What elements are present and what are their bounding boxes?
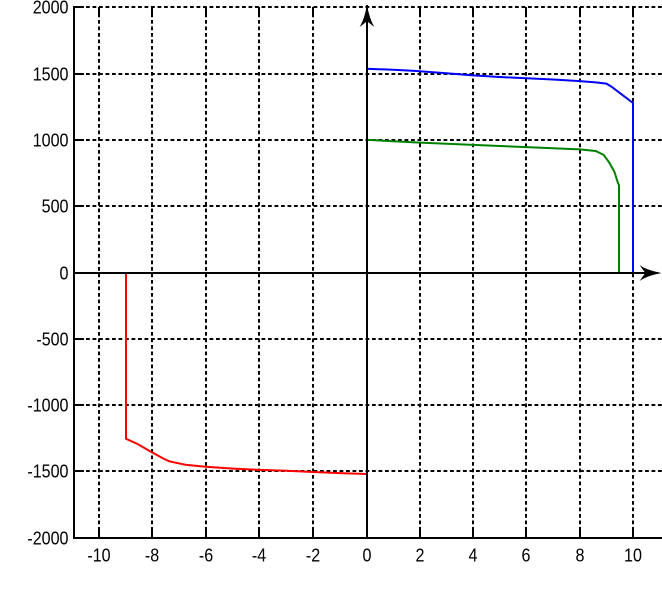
svg-text:4: 4 xyxy=(469,545,478,566)
svg-text:10: 10 xyxy=(624,545,642,566)
svg-text:-1000: -1000 xyxy=(27,395,68,416)
svg-text:-1500: -1500 xyxy=(27,461,68,482)
svg-text:-10: -10 xyxy=(87,545,110,566)
svg-text:8: 8 xyxy=(576,545,585,566)
svg-text:500: 500 xyxy=(42,196,69,217)
svg-text:-6: -6 xyxy=(199,545,213,566)
svg-text:2: 2 xyxy=(416,545,425,566)
svg-text:-8: -8 xyxy=(145,545,159,566)
svg-text:1500: 1500 xyxy=(33,64,69,85)
svg-text:-500: -500 xyxy=(36,329,68,350)
svg-text:-4: -4 xyxy=(252,545,266,566)
svg-text:0: 0 xyxy=(60,263,69,284)
svg-text:-2: -2 xyxy=(306,545,320,566)
svg-text:-2000: -2000 xyxy=(27,528,68,549)
svg-text:1000: 1000 xyxy=(33,130,69,151)
svg-text:6: 6 xyxy=(522,545,531,566)
svg-text:0: 0 xyxy=(363,545,372,566)
svg-text:2000: 2000 xyxy=(33,0,69,18)
